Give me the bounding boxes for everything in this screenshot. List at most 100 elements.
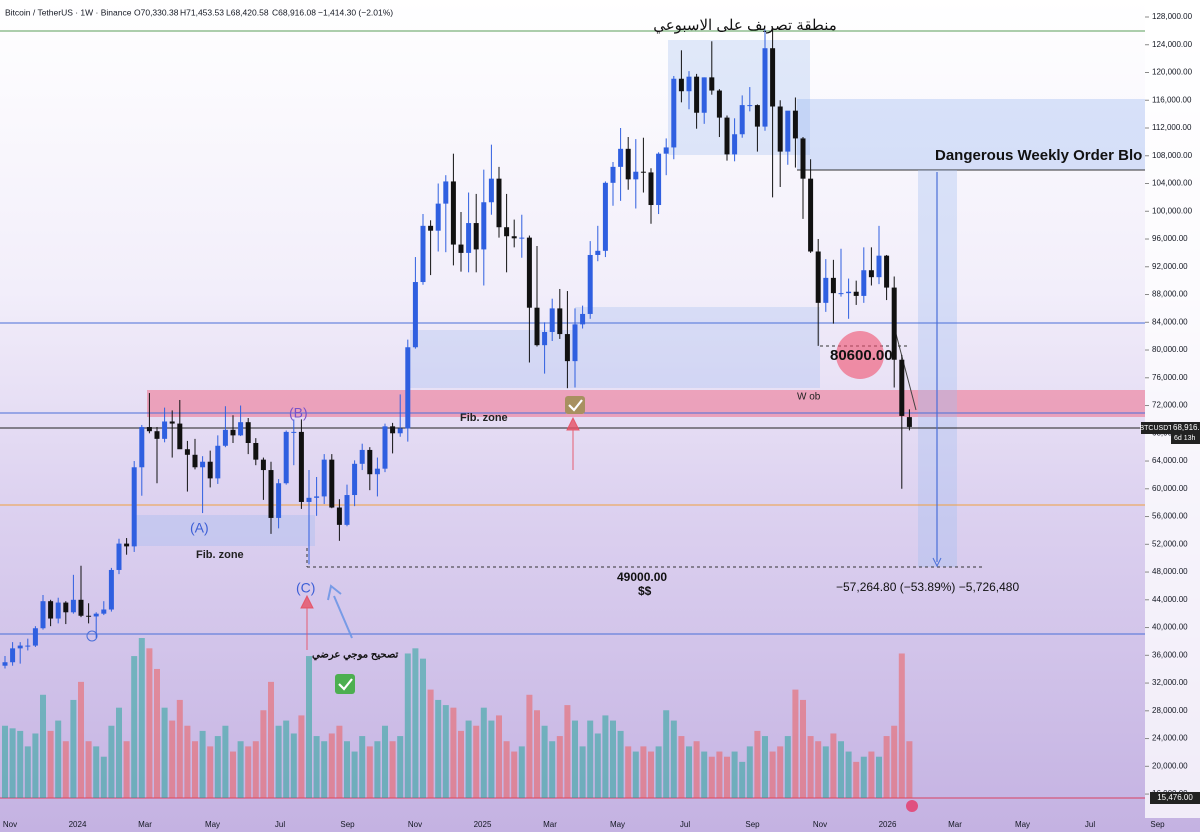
candle-body xyxy=(777,106,783,152)
header-low: L68,420.58 xyxy=(226,7,269,17)
volume-bar xyxy=(55,720,62,798)
candle-body xyxy=(32,628,38,646)
volume-bar xyxy=(382,725,388,798)
candle-body xyxy=(222,429,228,446)
volume-bar xyxy=(708,756,715,798)
candle-body xyxy=(526,237,532,308)
candle-body xyxy=(93,613,99,617)
candle-body xyxy=(177,423,183,450)
symbol-label: BTCUSDT xyxy=(1139,425,1173,432)
volume-bar xyxy=(876,756,882,798)
candle-body xyxy=(724,117,730,155)
zone xyxy=(797,99,1145,170)
volume-bar xyxy=(480,707,487,798)
volume-bar xyxy=(678,736,685,798)
candle-body xyxy=(55,602,61,619)
candle-body xyxy=(640,171,646,173)
candle-body xyxy=(238,422,244,436)
candle-body xyxy=(25,645,31,647)
volume-bar xyxy=(670,720,677,798)
candle-body xyxy=(580,313,586,325)
volume-bar xyxy=(579,746,586,798)
candle-body xyxy=(116,543,122,570)
volume-bar xyxy=(777,746,784,798)
candle-body xyxy=(618,148,624,167)
candle-body xyxy=(694,76,700,113)
volume-bar xyxy=(465,720,472,798)
volume-bar xyxy=(154,668,160,798)
candle-body xyxy=(374,468,380,475)
candle-body xyxy=(253,442,259,460)
x-tick-label: Nov xyxy=(408,820,422,829)
candle-body xyxy=(359,449,365,464)
volume-bar xyxy=(222,725,229,798)
check-icon xyxy=(565,396,585,414)
candle-body xyxy=(656,153,662,206)
volume-bar xyxy=(511,751,518,798)
candle-body xyxy=(686,76,692,92)
symbol-box xyxy=(1141,422,1171,434)
volume-bar xyxy=(9,728,16,798)
y-tick-label: 84,000.00 xyxy=(1152,317,1188,326)
volume-bar xyxy=(450,707,457,798)
candle-body xyxy=(207,461,213,479)
volume-bar xyxy=(815,741,822,798)
volume-bar xyxy=(845,751,852,798)
y-tick-label: 96,000.00 xyxy=(1152,234,1188,243)
candle-body xyxy=(154,431,160,439)
candle-body xyxy=(428,225,434,231)
volume-bar xyxy=(24,746,31,798)
highlight-circle xyxy=(836,331,884,379)
annotation: Dangerous Weekly Order Blo xyxy=(935,147,1142,164)
volume-bar xyxy=(351,751,358,798)
volume-bar xyxy=(610,720,616,798)
volume-bar xyxy=(868,751,875,798)
candle-body xyxy=(610,166,616,183)
candle-body xyxy=(397,428,403,434)
countdown: 6d 13h xyxy=(1174,435,1196,442)
y-tick-label: 28,000.00 xyxy=(1152,706,1188,715)
candle-body xyxy=(716,90,722,118)
y-tick-label: 48,000.00 xyxy=(1152,567,1188,576)
x-tick-label: May xyxy=(205,820,220,829)
candle-body xyxy=(48,601,54,619)
volume-bar xyxy=(701,751,708,798)
candle-body xyxy=(78,599,84,616)
annotation: (C) xyxy=(296,580,315,596)
volume-bar xyxy=(564,705,571,798)
candle-body xyxy=(450,181,456,245)
candle-body xyxy=(367,449,373,475)
annotation: Fib. zone xyxy=(196,549,244,561)
candle-body xyxy=(587,254,593,314)
volume-bar xyxy=(541,725,548,798)
header-change: −1,414.30 (−2.01%) xyxy=(318,7,393,17)
volume-bar xyxy=(807,736,814,798)
candle-body xyxy=(260,459,266,471)
volume-bar xyxy=(655,746,662,798)
candle-body xyxy=(352,463,358,496)
volume-bar xyxy=(572,720,578,798)
zone xyxy=(410,330,575,388)
volume-bar xyxy=(268,681,274,798)
zone xyxy=(575,307,820,388)
volume-bar xyxy=(853,761,860,798)
candle-body xyxy=(215,445,221,479)
volume-bar xyxy=(731,751,738,798)
candle-body xyxy=(800,138,806,179)
candle-body xyxy=(899,359,905,416)
volume-bar xyxy=(62,741,69,798)
volume-bar xyxy=(2,725,8,798)
candle-body xyxy=(564,334,570,362)
y-tick-label: 116,000.00 xyxy=(1152,95,1192,104)
volume-bar xyxy=(389,741,396,798)
y-tick-label: 100,000.00 xyxy=(1152,206,1193,215)
volume-bar xyxy=(526,694,533,798)
candle-body xyxy=(648,172,654,206)
volume-bar xyxy=(625,746,632,798)
candle-body xyxy=(336,507,342,525)
candle-body xyxy=(276,483,282,518)
x-tick-label: Jul xyxy=(275,820,285,829)
volume-bar xyxy=(769,751,776,798)
candle-body xyxy=(557,308,563,335)
volume-bar xyxy=(898,653,905,798)
